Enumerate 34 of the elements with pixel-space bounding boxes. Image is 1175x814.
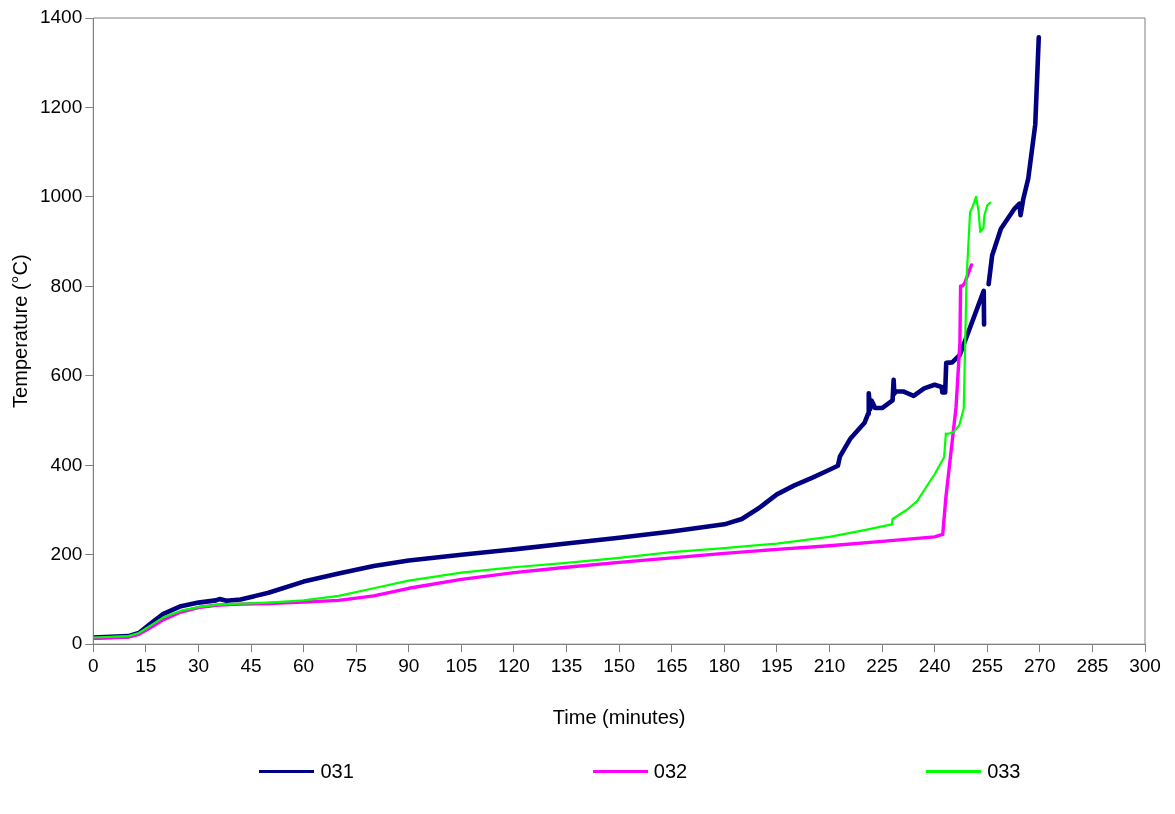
y-tick-label: 600 (50, 364, 83, 386)
x-tick-label: 255 (971, 654, 1004, 676)
x-tick-label: 60 (293, 654, 315, 676)
y-tick-label: 1000 (39, 185, 83, 207)
x-tick-label: 195 (761, 654, 793, 676)
y-axis-title: Temperature (°C) (8, 254, 31, 408)
y-tick-label: 200 (50, 542, 83, 564)
x-tick-label: 135 (550, 654, 583, 676)
x-tick-label: 210 (813, 654, 846, 676)
x-tick-label: 180 (708, 654, 741, 676)
x-tick-label: 45 (240, 654, 262, 676)
x-tick-label: 90 (398, 654, 420, 676)
x-tick-label: 300 (1129, 654, 1161, 676)
x-tick-label: 240 (918, 654, 951, 676)
x-tick-label: 15 (135, 654, 157, 676)
x-tick-label: 120 (498, 654, 530, 676)
x-tick-label: 75 (345, 654, 367, 676)
legend-label: 032 (653, 760, 688, 783)
y-tick-label: 800 (50, 274, 83, 296)
x-tick-label: 225 (866, 654, 898, 676)
x-tick-label: 105 (445, 654, 478, 676)
legend-label: 031 (320, 760, 354, 783)
x-tick-label: 0 (87, 654, 99, 676)
x-axis-title: Time (minutes) (552, 705, 686, 728)
x-tick-label: 165 (655, 654, 688, 676)
y-tick-label: 400 (50, 453, 83, 475)
y-tick-label: 1400 (39, 6, 83, 28)
x-tick-label: 270 (1023, 654, 1056, 676)
x-tick-label: 285 (1076, 654, 1109, 676)
x-tick-label: 150 (603, 654, 635, 676)
y-tick-label: 1200 (39, 95, 83, 117)
y-tick-label: 0 (71, 632, 83, 654)
legend-label: 033 (987, 760, 1021, 783)
x-tick-label: 30 (187, 654, 210, 676)
